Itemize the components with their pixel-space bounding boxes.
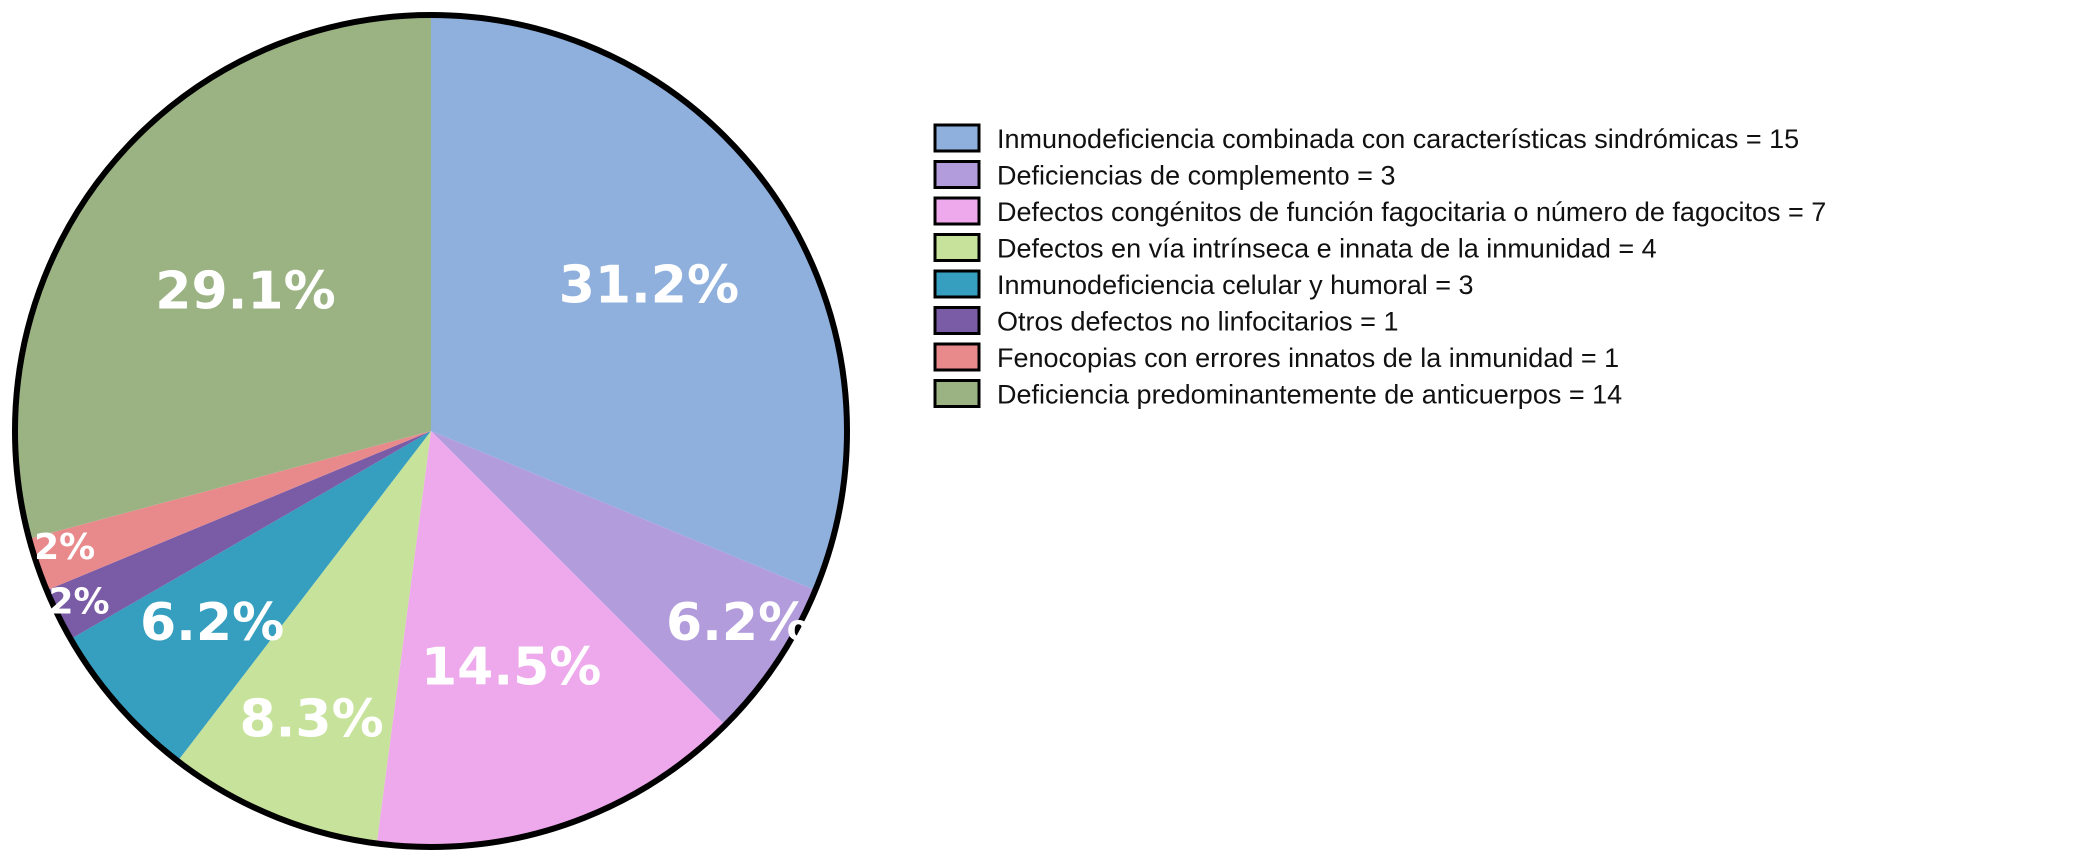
pie-slice-2 <box>431 431 816 726</box>
legend-swatch-2 <box>933 160 981 189</box>
legend-label-8: Deficiencia predominantemente de anticue… <box>997 380 1622 410</box>
pie-outline <box>12 12 850 850</box>
legend-swatch-7 <box>933 342 981 372</box>
legend-swatch-4 <box>933 233 981 262</box>
legend-swatch-5 <box>933 269 981 299</box>
pie-slice-4 <box>177 431 431 844</box>
legend-label-7: Fenocopias con errores innatos de la inm… <box>997 343 1619 373</box>
pie-slice-label-8: 29.1% <box>155 262 335 322</box>
pie-slice-label-5: 6.2% <box>140 593 284 653</box>
pie-slice-8 <box>14 15 432 539</box>
pie-slice-6 <box>46 431 432 639</box>
pie-data-labels: 31.2% 6.2% 14.5% 8.3% 6.2% 2% 2% 29.1% <box>34 255 810 749</box>
legend-label-5: Inmunodeficiencia celular y humoral = 3 <box>997 270 1474 300</box>
pie-slice-label-4: 8.3% <box>239 689 383 749</box>
pie-slice-label-2: 6.2% <box>666 593 810 653</box>
pie-slice-7 <box>29 431 431 591</box>
pie-slice-label-3: 14.5% <box>421 637 601 697</box>
pie-slice-label-6: 2% <box>48 582 109 623</box>
pie-slice-label-7: 2% <box>34 527 95 568</box>
legend-label-2: Deficiencias de complemento = 3 <box>997 161 1395 191</box>
legend-swatch-8 <box>933 379 981 408</box>
legend-swatch-3 <box>933 196 981 226</box>
pie-slice-3 <box>376 431 726 847</box>
legend-label-1: Inmunodeficiencia combinada con caracter… <box>997 124 1799 154</box>
legend-swatch-6 <box>933 306 981 335</box>
legend-label-3: Defectos congénitos de función fagocitar… <box>997 197 1826 227</box>
legend: Inmunodeficiencia combinada con caracter… <box>933 123 1826 410</box>
legend-label-4: Defectos en vía intrínseca e innata de l… <box>997 234 1657 264</box>
pie-slice-5 <box>70 431 431 762</box>
pie-slices <box>14 15 847 847</box>
legend-label-6: Otros defectos no linfocitarios = 1 <box>997 307 1398 337</box>
pie-slice-label-1: 31.2% <box>559 255 739 315</box>
legend-swatch-1 <box>933 123 981 153</box>
